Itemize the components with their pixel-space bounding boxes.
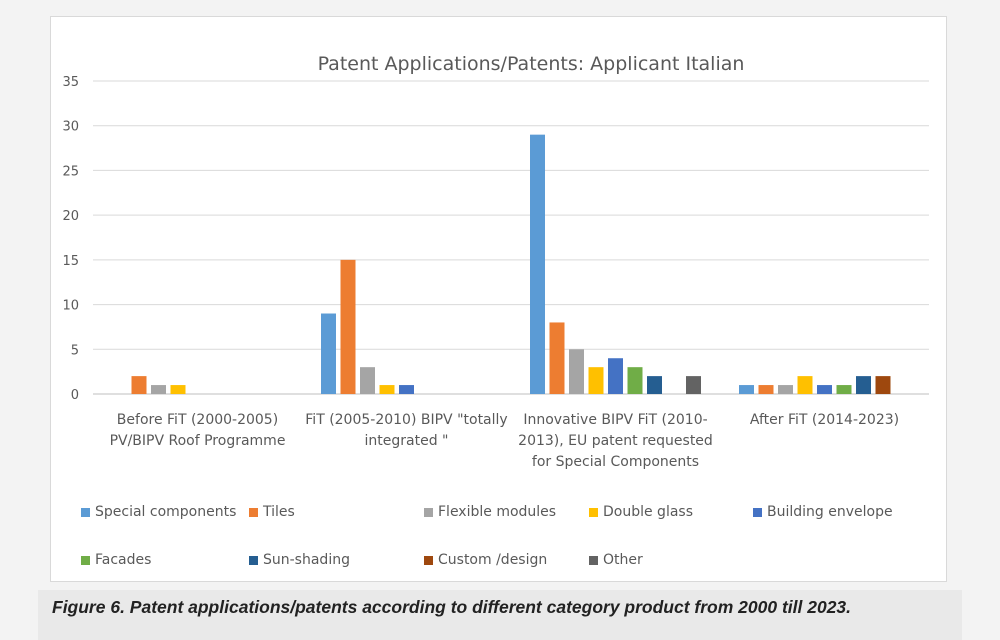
legend-item: Double glass xyxy=(589,504,693,520)
legend-swatch xyxy=(249,555,258,565)
bar xyxy=(360,367,375,394)
caption-band: Figure 6. Patent applications/patents ac… xyxy=(38,590,962,640)
legend-label: Building envelope xyxy=(767,504,893,520)
legend-label: Tiles xyxy=(263,504,295,520)
bar xyxy=(758,385,774,394)
bar xyxy=(170,385,186,394)
y-tick-label: 0 xyxy=(71,388,79,403)
x-tick-label: 2013), EU patent requested xyxy=(518,433,713,449)
legend-label: Flexible modules xyxy=(438,504,557,520)
y-tick-label: 25 xyxy=(62,164,79,179)
y-tick-label: 10 xyxy=(62,299,79,314)
x-tick-label: FiT (2005-2010) BIPV "totally xyxy=(305,412,507,428)
bar xyxy=(739,385,754,394)
bar xyxy=(379,385,395,394)
chart-frame: Patent Applications/Patents: Applicant I… xyxy=(50,16,947,582)
legend-swatch xyxy=(249,507,258,517)
bar xyxy=(856,376,871,394)
legend-item: Special components xyxy=(81,504,236,520)
y-tick-label: 5 xyxy=(71,343,79,358)
bar xyxy=(549,322,565,394)
legend-swatch xyxy=(424,555,433,565)
bar xyxy=(399,385,414,394)
legend-swatch xyxy=(589,555,598,565)
legend-label: Other xyxy=(603,552,643,568)
legend-label: Double glass xyxy=(603,504,694,520)
bar xyxy=(778,385,793,394)
y-tick-label: 30 xyxy=(62,120,79,135)
x-tick-label: After FiT (2014-2023) xyxy=(750,412,899,428)
legend-swatch xyxy=(753,507,762,517)
x-tick-label: integrated " xyxy=(365,433,449,449)
legend-swatch xyxy=(81,507,90,517)
bar xyxy=(797,376,813,394)
bar xyxy=(817,385,832,394)
x-tick-label: for Special Components xyxy=(532,454,699,470)
legend-label: Custom /design xyxy=(438,552,548,568)
legend-swatch xyxy=(589,507,598,517)
bar xyxy=(131,376,147,394)
y-tick-label: 20 xyxy=(62,209,79,224)
legend-item: Flexible modules xyxy=(424,504,556,520)
legend-swatch xyxy=(81,555,90,565)
bar xyxy=(340,259,356,394)
bar xyxy=(627,367,643,394)
legend-item: Custom /design xyxy=(424,552,547,568)
bar xyxy=(530,134,545,394)
y-tick-label: 15 xyxy=(62,254,79,269)
x-tick-label: Before FiT (2000-2005) xyxy=(117,412,278,428)
x-tick-label: PV/BIPV Roof Programme xyxy=(110,433,286,449)
y-tick-label: 35 xyxy=(62,75,79,90)
bar xyxy=(608,358,623,394)
x-tick-label: Innovative BIPV FiT (2010- xyxy=(523,412,707,428)
legend-swatch xyxy=(424,507,433,517)
bar xyxy=(647,376,662,394)
chart-plot: Patent Applications/Patents: Applicant I… xyxy=(62,53,929,470)
legend-item: Sun-shading xyxy=(249,552,350,568)
legend-item: Building envelope xyxy=(753,504,893,520)
legend-item: Tiles xyxy=(249,504,295,520)
legend-item: Other xyxy=(589,552,643,568)
figure-caption: Figure 6. Patent applications/patents ac… xyxy=(52,597,852,617)
bar xyxy=(836,385,852,394)
bar xyxy=(321,313,336,394)
bar xyxy=(569,349,584,394)
bar xyxy=(686,376,701,394)
legend-label: Sun-shading xyxy=(263,552,350,568)
bar xyxy=(151,385,166,394)
legend-label: Special components xyxy=(95,504,237,520)
chart-title: Patent Applications/Patents: Applicant I… xyxy=(318,53,745,75)
legend-item: Facades xyxy=(81,552,151,568)
bar xyxy=(875,376,891,394)
bar xyxy=(588,367,604,394)
legend-label: Facades xyxy=(95,552,152,568)
